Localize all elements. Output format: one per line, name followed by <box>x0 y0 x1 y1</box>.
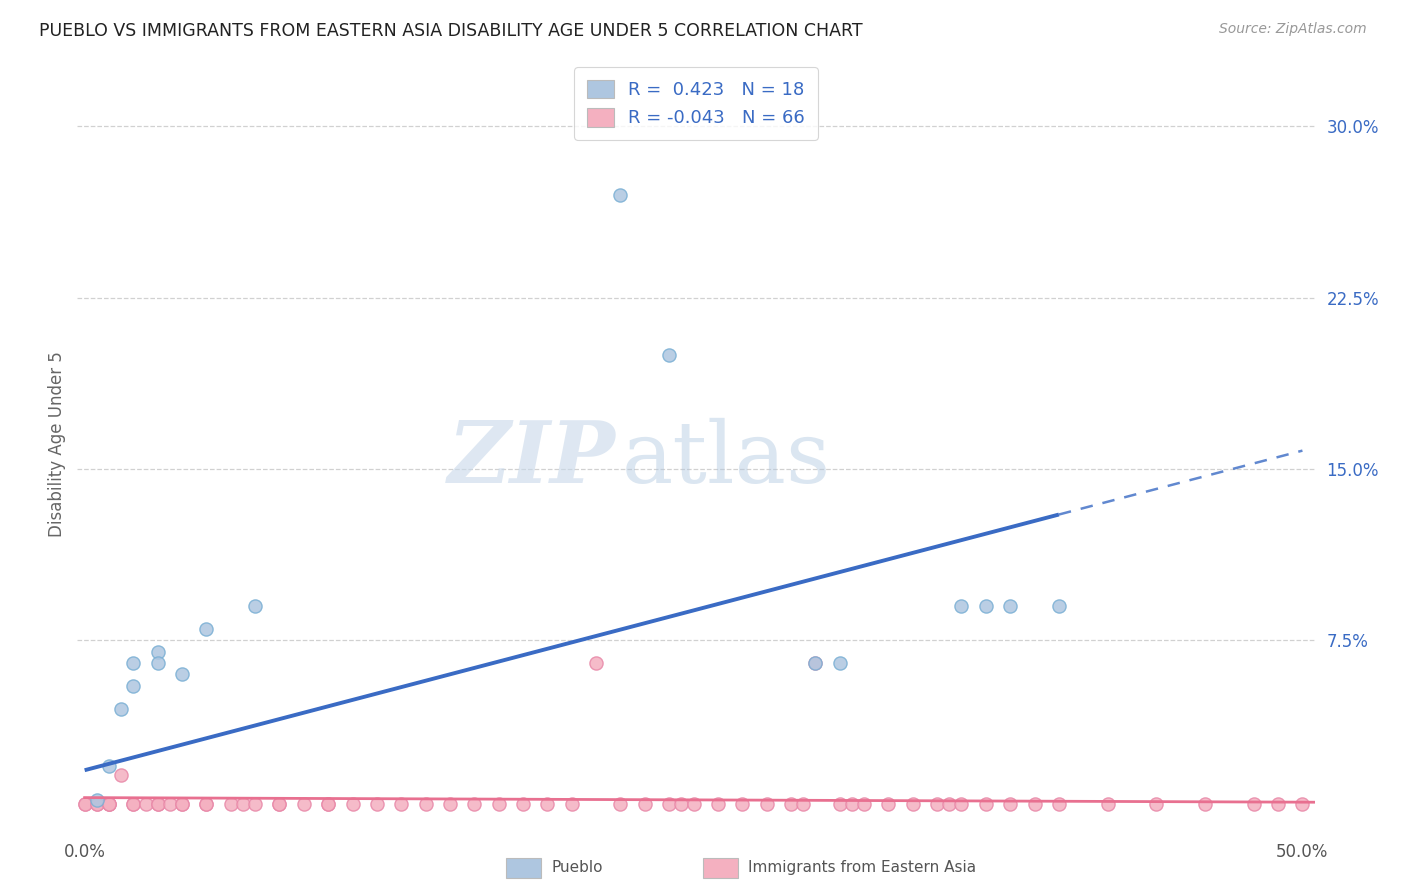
Point <box>159 797 181 812</box>
Point <box>232 797 254 812</box>
Point <box>146 644 169 658</box>
Point <box>925 797 948 812</box>
Point <box>439 797 461 812</box>
Point <box>950 797 973 812</box>
Point <box>73 797 96 812</box>
FancyBboxPatch shape <box>506 858 541 878</box>
Point <box>170 667 193 681</box>
Point <box>609 797 631 812</box>
Point <box>974 599 997 613</box>
Point <box>1267 797 1289 812</box>
Point <box>658 348 681 362</box>
Point <box>170 797 193 812</box>
Point <box>73 797 96 812</box>
Point <box>998 797 1021 812</box>
Point <box>804 656 827 670</box>
Point <box>512 797 534 812</box>
Point <box>146 797 169 812</box>
Point <box>122 797 145 812</box>
Point <box>269 797 291 812</box>
Point <box>122 656 145 670</box>
Point <box>974 797 997 812</box>
Text: Source: ZipAtlas.com: Source: ZipAtlas.com <box>1219 22 1367 37</box>
Text: PUEBLO VS IMMIGRANTS FROM EASTERN ASIA DISABILITY AGE UNDER 5 CORRELATION CHART: PUEBLO VS IMMIGRANTS FROM EASTERN ASIA D… <box>39 22 863 40</box>
Point <box>1194 797 1216 812</box>
Point <box>292 797 315 812</box>
Point <box>195 622 218 636</box>
Point <box>938 797 960 812</box>
Point <box>366 797 388 812</box>
Point <box>877 797 900 812</box>
Point <box>98 797 121 812</box>
Text: Pueblo: Pueblo <box>551 861 603 875</box>
Point <box>828 656 851 670</box>
Point <box>841 797 863 812</box>
Legend: R =  0.423   N = 18, R = -0.043   N = 66: R = 0.423 N = 18, R = -0.043 N = 66 <box>574 67 818 140</box>
Point <box>98 797 121 812</box>
Point <box>1144 797 1167 812</box>
Point <box>98 797 121 812</box>
Point <box>219 797 242 812</box>
Point <box>98 758 121 772</box>
Point <box>731 797 754 812</box>
Point <box>536 797 558 812</box>
Point <box>901 797 924 812</box>
FancyBboxPatch shape <box>703 858 738 878</box>
Point <box>122 679 145 693</box>
Point <box>561 797 583 812</box>
Point <box>86 797 108 812</box>
Point <box>110 701 132 715</box>
Point <box>950 599 973 613</box>
Text: Immigrants from Eastern Asia: Immigrants from Eastern Asia <box>748 861 976 875</box>
Point <box>998 599 1021 613</box>
Point <box>122 797 145 812</box>
Point <box>792 797 814 812</box>
Point <box>804 656 827 670</box>
Y-axis label: Disability Age Under 5: Disability Age Under 5 <box>48 351 66 537</box>
Point <box>755 797 778 812</box>
Point <box>269 797 291 812</box>
Point <box>243 599 266 613</box>
Point <box>585 656 607 670</box>
Point <box>488 797 510 812</box>
Point <box>86 793 108 807</box>
Point <box>1024 797 1046 812</box>
Point <box>170 797 193 812</box>
Point <box>195 797 218 812</box>
Text: ZIP: ZIP <box>447 417 616 501</box>
Point <box>316 797 339 812</box>
Point <box>1047 797 1070 812</box>
Point <box>658 797 681 812</box>
Point <box>86 797 108 812</box>
Point <box>316 797 339 812</box>
Point <box>1243 797 1265 812</box>
Point <box>463 797 485 812</box>
Point <box>853 797 876 812</box>
Point <box>828 797 851 812</box>
Point <box>609 188 631 202</box>
Point <box>389 797 412 812</box>
Point <box>110 768 132 782</box>
Point <box>707 797 730 812</box>
Text: atlas: atlas <box>621 417 831 500</box>
Point <box>146 656 169 670</box>
Point <box>671 797 693 812</box>
Point <box>682 797 704 812</box>
Point <box>780 797 803 812</box>
Point <box>1097 797 1119 812</box>
Point <box>634 797 657 812</box>
Point <box>146 797 169 812</box>
Point <box>1291 797 1313 812</box>
Point <box>135 797 157 812</box>
Point <box>1047 599 1070 613</box>
Point <box>415 797 437 812</box>
Point <box>342 797 364 812</box>
Point <box>243 797 266 812</box>
Point <box>195 797 218 812</box>
